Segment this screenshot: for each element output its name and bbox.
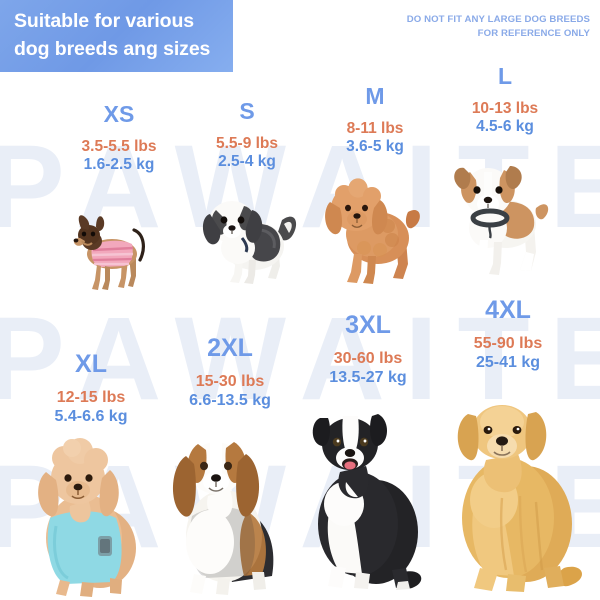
disclaimer-line1: DO NOT FIT ANY LARGE DOG BREEDS xyxy=(406,14,590,25)
size-cell-xs: XS 3.5-5.5 lbs 1.6-2.5 kg xyxy=(44,103,194,174)
size-label-l: L xyxy=(497,63,513,89)
dog-image-chihuahua xyxy=(66,208,152,292)
dog-image-jack-russell xyxy=(440,160,558,280)
dog-image-golden-retriever xyxy=(432,388,592,600)
header-title-line2: dog breeds ang sizes xyxy=(14,38,211,60)
weight-lbs-xs: 3.5-5.5 lbs xyxy=(81,138,157,155)
dog-image-shih-tzu-puppy xyxy=(196,190,300,288)
weight-kg-l: 4.5-6 kg xyxy=(476,117,534,135)
size-cell-2xl: 2XL 15-30 lbs 6.6-13.5 kg xyxy=(150,336,310,410)
weight-lbs-m: 8-11 lbs xyxy=(346,120,404,137)
header-title: Suitable for various dog breeds ang size… xyxy=(0,0,252,72)
weight-lbs-2xl: 15-30 lbs xyxy=(195,373,265,390)
disclaimer: DO NOT FIT ANY LARGE DOG BREEDS FOR REFE… xyxy=(407,13,590,40)
weight-lbs-xl: 12-15 lbs xyxy=(56,389,126,406)
weight-lbs-l: 10-13 lbs xyxy=(471,100,539,117)
header-title-line1: Suitable for various xyxy=(14,10,195,33)
size-label-3xl: 3XL xyxy=(345,311,391,339)
weight-kg-xs: 1.6-2.5 kg xyxy=(83,155,155,173)
weight-kg-m: 3.6-5 kg xyxy=(346,137,404,155)
size-label-s: S xyxy=(239,98,255,124)
size-cell-l: L 10-13 lbs 4.5-6 kg xyxy=(430,65,580,136)
weight-kg-xl: 5.4-6.6 kg xyxy=(54,407,128,425)
weight-lbs-s: 5.5-9 lbs xyxy=(215,135,279,152)
size-label-xs: XS xyxy=(103,101,135,127)
weight-kg-4xl: 25-41 kg xyxy=(475,353,541,371)
dog-image-apricot-poodle xyxy=(26,430,152,600)
weight-kg-3xl: 13.5-27 kg xyxy=(329,368,407,386)
weight-kg-s: 2.5-4 kg xyxy=(218,152,276,170)
size-cell-xl: XL 12-15 lbs 5.4-6.6 kg xyxy=(16,352,166,426)
dog-image-border-collie xyxy=(288,400,436,598)
size-cell-s: S 5.5-9 lbs 2.5-4 kg xyxy=(172,100,322,171)
weight-kg-2xl: 6.6-13.5 kg xyxy=(189,391,271,409)
header-banner xyxy=(0,0,233,72)
size-label-m: M xyxy=(365,83,385,109)
size-cell-m: M 8-11 lbs 3.6-5 kg xyxy=(300,85,450,156)
size-label-xl: XL xyxy=(75,350,107,378)
dog-image-toy-poodle-puppy xyxy=(320,178,426,288)
size-label-2xl: 2XL xyxy=(207,334,253,362)
weight-lbs-4xl: 55-90 lbs xyxy=(473,335,543,352)
size-cell-4xl: 4XL 55-90 lbs 25-41 kg xyxy=(428,298,588,372)
size-cell-3xl: 3XL 30-60 lbs 13.5-27 kg xyxy=(288,313,448,387)
size-label-4xl: 4XL xyxy=(485,296,531,324)
dog-image-beagle xyxy=(158,420,294,600)
weight-lbs-3xl: 30-60 lbs xyxy=(333,350,403,367)
disclaimer-line2: FOR REFERENCE ONLY xyxy=(477,27,590,39)
